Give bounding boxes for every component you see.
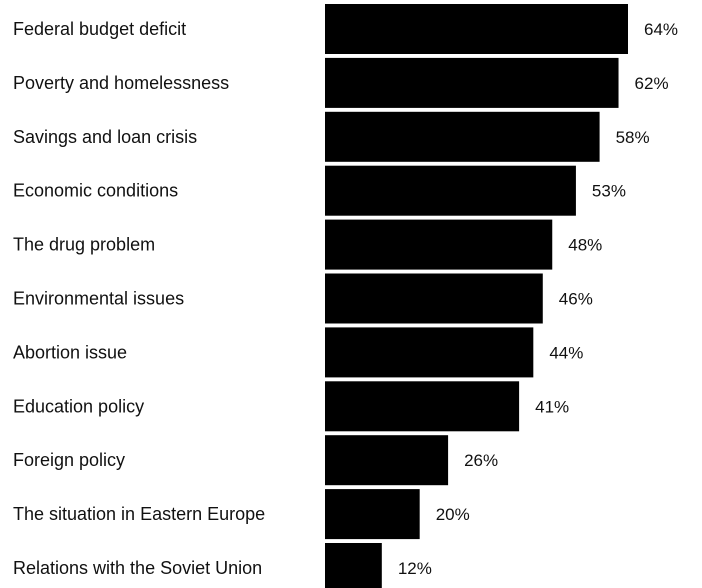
value-label: 58% xyxy=(616,128,650,147)
value-label: 64% xyxy=(644,20,678,39)
value-label: 48% xyxy=(568,236,602,255)
bar xyxy=(325,381,520,432)
chart-rows: Federal budget deficit 64% Poverty and hom… xyxy=(13,4,678,588)
bar xyxy=(325,57,619,108)
bar xyxy=(325,435,449,486)
value-label: 20% xyxy=(436,505,470,524)
category-label: Foreign policy xyxy=(13,450,125,470)
value-label: 26% xyxy=(464,451,498,470)
bar xyxy=(325,327,534,378)
bar xyxy=(325,111,600,162)
value-label: 62% xyxy=(635,74,669,93)
bar xyxy=(325,219,553,270)
category-label: Relations with the Soviet Union xyxy=(13,558,262,578)
category-label: Environmental issues xyxy=(13,289,184,309)
bar xyxy=(325,543,382,588)
bar xyxy=(325,4,628,54)
category-label: The situation in Eastern Europe xyxy=(13,504,265,524)
category-label: Federal budget deficit xyxy=(13,19,186,39)
category-label: Abortion issue xyxy=(13,342,127,362)
value-label: 41% xyxy=(535,397,569,416)
bar xyxy=(325,273,543,324)
category-label: Poverty and homelessness xyxy=(13,73,229,93)
category-label: Education policy xyxy=(13,396,144,416)
value-label: 44% xyxy=(549,343,583,362)
value-label: 12% xyxy=(398,559,432,578)
value-label: 53% xyxy=(592,182,626,201)
value-label: 46% xyxy=(559,290,593,309)
bar xyxy=(325,489,420,540)
bar xyxy=(325,165,576,216)
category-label: Savings and loan crisis xyxy=(13,127,197,147)
category-label: The drug problem xyxy=(13,235,155,255)
category-label: Economic conditions xyxy=(13,181,178,201)
